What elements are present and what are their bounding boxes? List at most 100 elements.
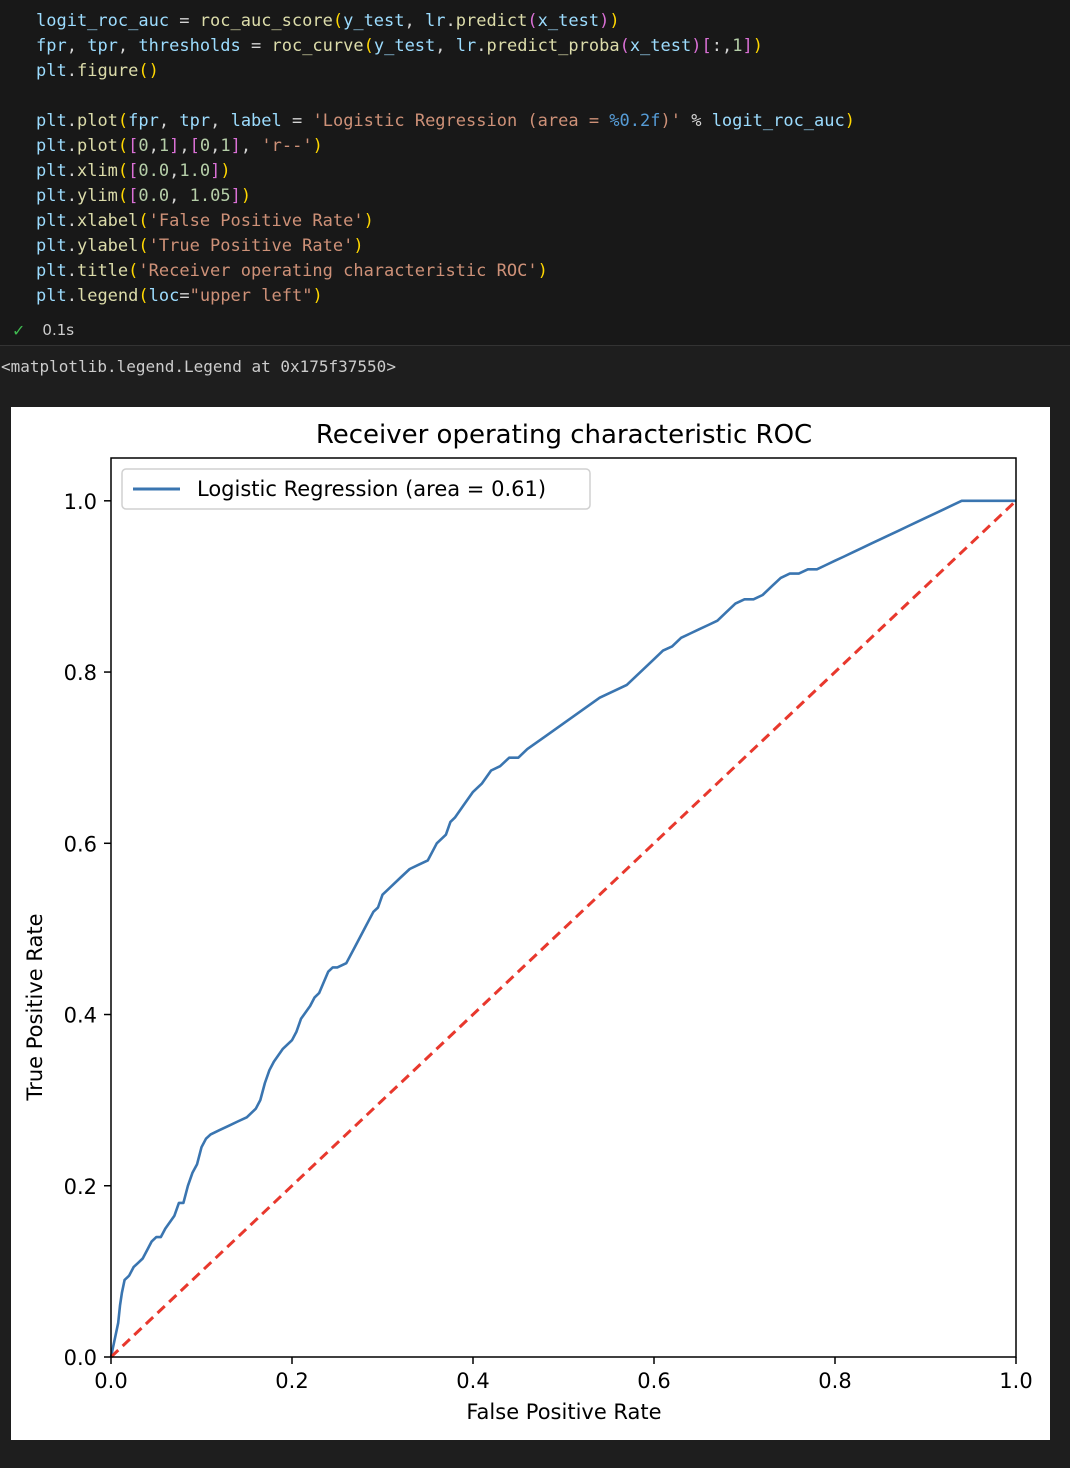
code-token: . [66,236,77,256]
code-token: , [435,36,456,56]
code-line: fpr, tpr, thresholds = roc_curve(y_test,… [36,34,855,59]
code-token: ) [312,136,323,156]
code-token: , [158,111,180,131]
code-editor[interactable]: logit_roc_auc = roc_auc_score(y_test, lr… [36,9,855,309]
code-token: . [66,161,77,181]
code-token: ylim [76,186,118,206]
code-token: , [169,186,190,206]
code-cell[interactable]: logit_roc_auc = roc_auc_score(y_test, lr… [0,0,1070,345]
code-token: ( [138,286,149,306]
code-token: = [240,36,272,56]
code-token: tpr [179,111,211,131]
code-token: predict_proba [486,36,620,56]
y-axis-label: True Positive Rate [23,913,47,1101]
code-line: plt.figure() [36,59,855,84]
legend-box [121,468,591,510]
code-token: xlim [76,161,118,181]
code-token: thresholds [138,36,241,56]
plot-area [109,457,1018,1359]
code-token: ] [210,161,221,181]
code-token: 'False Positive Rate' [148,211,364,231]
x-tick-label: 0.0 [94,1369,127,1393]
code-token: , [66,36,88,56]
code-token: plt [36,186,67,206]
code-line: plt.ylabel('True Positive Rate') [36,234,855,259]
code-token: x_test [537,11,600,31]
code-line: plt.legend(loc="upper left") [36,284,855,309]
code-token: )' [660,111,681,131]
code-token: ) [691,36,702,56]
code-token: % [680,111,712,131]
y-tick-label: 1.0 [64,490,97,514]
code-line: plt.plot([0,1],[0,1], 'r--') [36,134,855,159]
output-text: <matplotlib.legend.Legend at 0x175f37550… [1,357,396,376]
code-token: 0 [199,136,211,156]
code-token: 'Receiver operating characteristic ROC' [138,261,538,281]
code-token: ) [353,236,364,256]
code-token: = [281,111,313,131]
code-token: 0.0 [138,186,170,206]
code-token: , [404,11,425,31]
code-token: ) [609,11,620,31]
code-token: logit_roc_auc [36,11,170,31]
code-token: [ [128,186,139,206]
code-token: logit_roc_auc [711,111,845,131]
code-token: plt [36,261,67,281]
code-token: ) [312,286,323,306]
code-token: x_test [629,36,692,56]
code-token: 1 [158,136,170,156]
x-tick-label: 0.6 [637,1369,670,1393]
execution-time: 0.1s [42,321,75,339]
y-tick-label: 0.4 [64,1004,97,1028]
code-token: %0.2f [609,111,661,131]
code-token: , [210,111,231,131]
code-token: plt [36,136,67,156]
code-token: plot [76,111,118,131]
code-token: roc_auc_score [199,11,333,31]
code-line: plt.ylim([0.0, 1.05]) [36,184,855,209]
x-tick-label: 0.8 [818,1369,851,1393]
code-token: ) [363,211,374,231]
code-token: . [66,211,77,231]
code-token: . [66,136,77,156]
code-token: [ [128,161,139,181]
code-token: . [66,186,77,206]
code-token: ) [752,36,763,56]
code-token: [ [189,136,200,156]
code-line: logit_roc_auc = roc_auc_score(y_test, lr… [36,9,855,34]
code-token: . [66,286,77,306]
code-token: plt [36,211,67,231]
code-token: ] [230,136,241,156]
code-token: ( [138,211,149,231]
code-token: predict [455,11,528,31]
code-token: ) [537,261,548,281]
code-line: plt.title('Receiver operating characteri… [36,259,855,284]
code-token: , [179,136,190,156]
code-token: ( [332,11,344,31]
code-token: lr [455,36,477,56]
code-token: tpr [87,36,118,56]
code-token: 'True Positive Rate' [148,236,354,256]
code-token: ( [527,11,538,31]
code-token: plt [36,236,67,256]
code-token: plt [36,61,67,81]
code-token: [ [128,136,139,156]
x-tick-label: 0.4 [456,1369,489,1393]
code-token: ( [363,36,374,56]
y-tick-label: 0.8 [64,661,97,685]
code-token: y_test [343,11,405,31]
code-token: 0 [138,136,149,156]
code-token: ] [169,136,180,156]
code-token: plot [76,136,118,156]
code-token: = [179,286,190,306]
code-token: legend [76,286,139,306]
x-axis-label: False Positive Rate [466,1400,661,1424]
chart-title: Receiver operating characteristic ROC [316,420,812,450]
code-token: ( [117,136,129,156]
code-token: plt [36,111,67,131]
code-token: [ [701,36,712,56]
code-token: . [66,111,77,131]
code-token: y_test [373,36,436,56]
code-line: plt.xlabel('False Positive Rate') [36,209,855,234]
legend: Logistic Regression (area = 0.61) [121,468,591,510]
